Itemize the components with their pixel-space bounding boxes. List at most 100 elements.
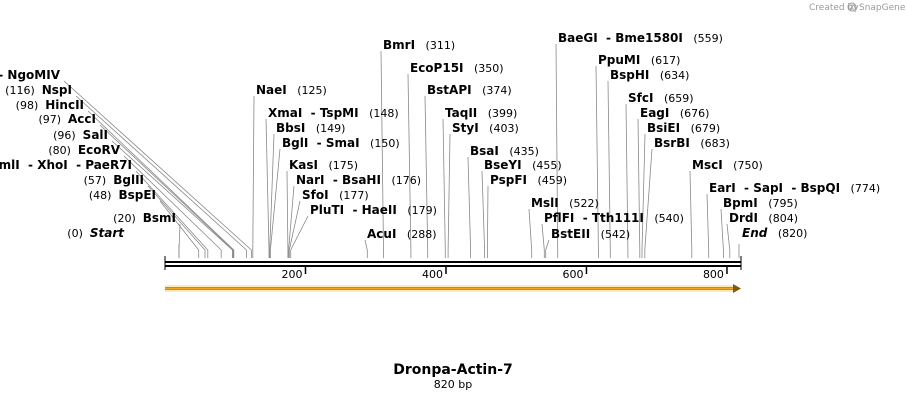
site-label-bsmi[interactable]: (20) BsmI: [113, 211, 176, 225]
site-taqii[interactable]: TaqII (399): [445, 106, 517, 120]
leader-line-bsteii: [545, 239, 550, 258]
site-styi[interactable]: StyI (403): [452, 121, 519, 135]
site-smli-xhoi-paer7i[interactable]: (61) SmlI - XhoI - PaeR7I: [0, 158, 132, 172]
site-bsteii[interactable]: BstEII (542): [551, 227, 630, 241]
site-sfoi[interactable]: SfoI (177): [302, 188, 369, 202]
site-ppumi[interactable]: PpuMI (617): [598, 53, 680, 67]
site-position: (750): [723, 159, 763, 172]
site-label-drdi[interactable]: DrdI (804): [729, 211, 798, 225]
site-pflfi-tth111i[interactable]: PflFI - Tth111I (540): [544, 211, 684, 225]
site-label-msci[interactable]: MscI (750): [692, 158, 763, 172]
site-baegi-bme1580i[interactable]: BaeGI - Bme1580I (559): [558, 31, 723, 45]
site-drdi[interactable]: DrdI (804): [729, 211, 798, 225]
site-label-hincii[interactable]: (98) HincII: [16, 98, 84, 112]
leader-line-msli: [528, 208, 533, 258]
site-label-sfci[interactable]: SfcI (659): [628, 91, 694, 105]
site-label-styi[interactable]: StyI (403): [452, 121, 519, 135]
site-label-msli[interactable]: MslI (522): [531, 196, 599, 210]
site-label-xmai-tspmi[interactable]: XmaI - TspMI (148): [268, 106, 399, 120]
site-label-bsrfi-ngomiv[interactable]: (123) BsrFI - NgoMIV: [0, 68, 61, 82]
site-xmai-tspmi[interactable]: XmaI - TspMI (148): [268, 106, 399, 120]
site-label-ecop15i[interactable]: EcoP15I (350): [410, 61, 504, 75]
site-position: (683): [690, 137, 730, 150]
site-label-bsteii[interactable]: BstEII (542): [551, 227, 630, 241]
site-bseyi[interactable]: BseYI (455): [484, 158, 562, 172]
site-label-sali[interactable]: (96) SalI: [53, 128, 108, 142]
site-label-bstapi[interactable]: BstAPI (374): [427, 83, 512, 97]
site-label-pflfi-tth111i[interactable]: PflFI - Tth111I (540): [544, 211, 684, 225]
site-eari-sapi-bspqi[interactable]: EarI - SapI - BspQI (774): [709, 181, 880, 195]
site-bmri[interactable]: BmrI (311): [383, 38, 455, 52]
feature-arrow[interactable]: [165, 284, 741, 293]
leader-line-bbsi: [269, 133, 275, 258]
site-label-bgli-smai[interactable]: BglI - SmaI (150): [282, 136, 400, 150]
site-msli[interactable]: MslI (522): [531, 196, 599, 210]
site-sali[interactable]: (96) SalI: [53, 128, 108, 142]
site-ecop15i[interactable]: EcoP15I (350): [410, 61, 504, 75]
site-bstapi[interactable]: BstAPI (374): [427, 83, 512, 97]
site-msci[interactable]: MscI (750): [692, 158, 763, 172]
site-label-bsrbi[interactable]: BsrBI (683): [654, 136, 730, 150]
site-bsrfi-ngomiv[interactable]: (123) BsrFI - NgoMIV: [0, 68, 61, 82]
site-label-sfoi[interactable]: SfoI (177): [302, 188, 369, 202]
site-label-bspei[interactable]: (48) BspEI: [89, 188, 156, 202]
site-label-bmri[interactable]: BmrI (311): [383, 38, 455, 52]
site-bgli-smai[interactable]: BglI - SmaI (150): [282, 136, 400, 150]
site-label-pspfi[interactable]: PspFI (459): [490, 173, 567, 187]
site-label-eagi[interactable]: EagI (676): [640, 106, 709, 120]
leader-line-bsiei: [641, 133, 646, 258]
site-label-naei[interactable]: NaeI (125): [256, 83, 327, 97]
site-bsrbi[interactable]: BsrBI (683): [654, 136, 730, 150]
site-enzyme-name: BseYI: [484, 158, 522, 172]
site-label-kasi[interactable]: KasI (175): [289, 158, 358, 172]
site-pspfi[interactable]: PspFI (459): [490, 173, 567, 187]
site-bspei[interactable]: (48) BspEI: [89, 188, 156, 202]
terminal-position: (820): [767, 227, 807, 240]
site-ecorv[interactable]: (80) EcoRV: [48, 143, 120, 157]
site-nspi[interactable]: (116) NspI: [5, 83, 72, 97]
site-label-eari-sapi-bspqi[interactable]: EarI - SapI - BspQI (774): [709, 181, 880, 195]
site-nari-bsahi[interactable]: NarI - BsaHI (176): [296, 173, 421, 187]
site-label-bglii[interactable]: (57) BglII: [84, 173, 144, 187]
site-label-bsai[interactable]: BsaI (435): [470, 144, 539, 158]
site-bsmi[interactable]: (20) BsmI: [113, 211, 176, 225]
site-enzyme-name: XhoI: [37, 158, 68, 172]
site-kasi[interactable]: KasI (175): [289, 158, 358, 172]
site-label-bbsi[interactable]: BbsI (149): [276, 121, 345, 135]
site-enzyme-name: AccI: [68, 112, 96, 126]
site-label-bseyi[interactable]: BseYI (455): [484, 158, 562, 172]
site-label-ppumi[interactable]: PpuMI (617): [598, 53, 680, 67]
site-label-bpmi[interactable]: BpmI (795): [723, 196, 798, 210]
terminal-label-start: (0) Start: [67, 226, 125, 240]
site-label-nspi[interactable]: (116) NspI: [5, 83, 72, 97]
site-position: (57): [84, 174, 114, 187]
site-label-nari-bsahi[interactable]: NarI - BsaHI (176): [296, 173, 421, 187]
site-separator: -: [308, 136, 326, 150]
site-eagi[interactable]: EagI (676): [640, 106, 709, 120]
site-bglii[interactable]: (57) BglII: [84, 173, 144, 187]
site-label-smli-xhoi-paer7i[interactable]: (61) SmlI - XhoI - PaeR7I: [0, 158, 132, 172]
site-enzyme-name: BsmI: [143, 211, 176, 225]
site-naei[interactable]: NaeI (125): [256, 83, 327, 97]
site-bpmi[interactable]: BpmI (795): [723, 196, 798, 210]
site-label-acci[interactable]: (97) AccI: [38, 112, 96, 126]
site-bbsi[interactable]: BbsI (149): [276, 121, 345, 135]
site-label-pluti-haeii[interactable]: PluTI - HaeII (179): [310, 203, 437, 217]
site-separator: -: [20, 158, 38, 172]
site-hincii[interactable]: (98) HincII: [16, 98, 84, 112]
site-bsiei[interactable]: BsiEI (679): [647, 121, 720, 135]
site-label-bsiei[interactable]: BsiEI (679): [647, 121, 720, 135]
site-label-acui[interactable]: AcuI (288): [367, 227, 437, 241]
site-pluti-haeii[interactable]: PluTI - HaeII (179): [310, 203, 437, 217]
site-acci[interactable]: (97) AccI: [38, 112, 96, 126]
site-bsai[interactable]: BsaI (435): [470, 144, 539, 158]
site-label-bsphi[interactable]: BspHI (634): [610, 68, 689, 82]
site-bsphi[interactable]: BspHI (634): [610, 68, 689, 82]
site-label-ecorv[interactable]: (80) EcoRV: [48, 143, 120, 157]
site-label-taqii[interactable]: TaqII (399): [445, 106, 517, 120]
site-sfci[interactable]: SfcI (659): [628, 91, 694, 105]
site-position: (634): [649, 69, 689, 82]
feature-arrow-head[interactable]: [733, 284, 741, 293]
site-label-baegi-bme1580i[interactable]: BaeGI - Bme1580I (559): [558, 31, 723, 45]
site-acui[interactable]: AcuI (288): [367, 227, 437, 241]
